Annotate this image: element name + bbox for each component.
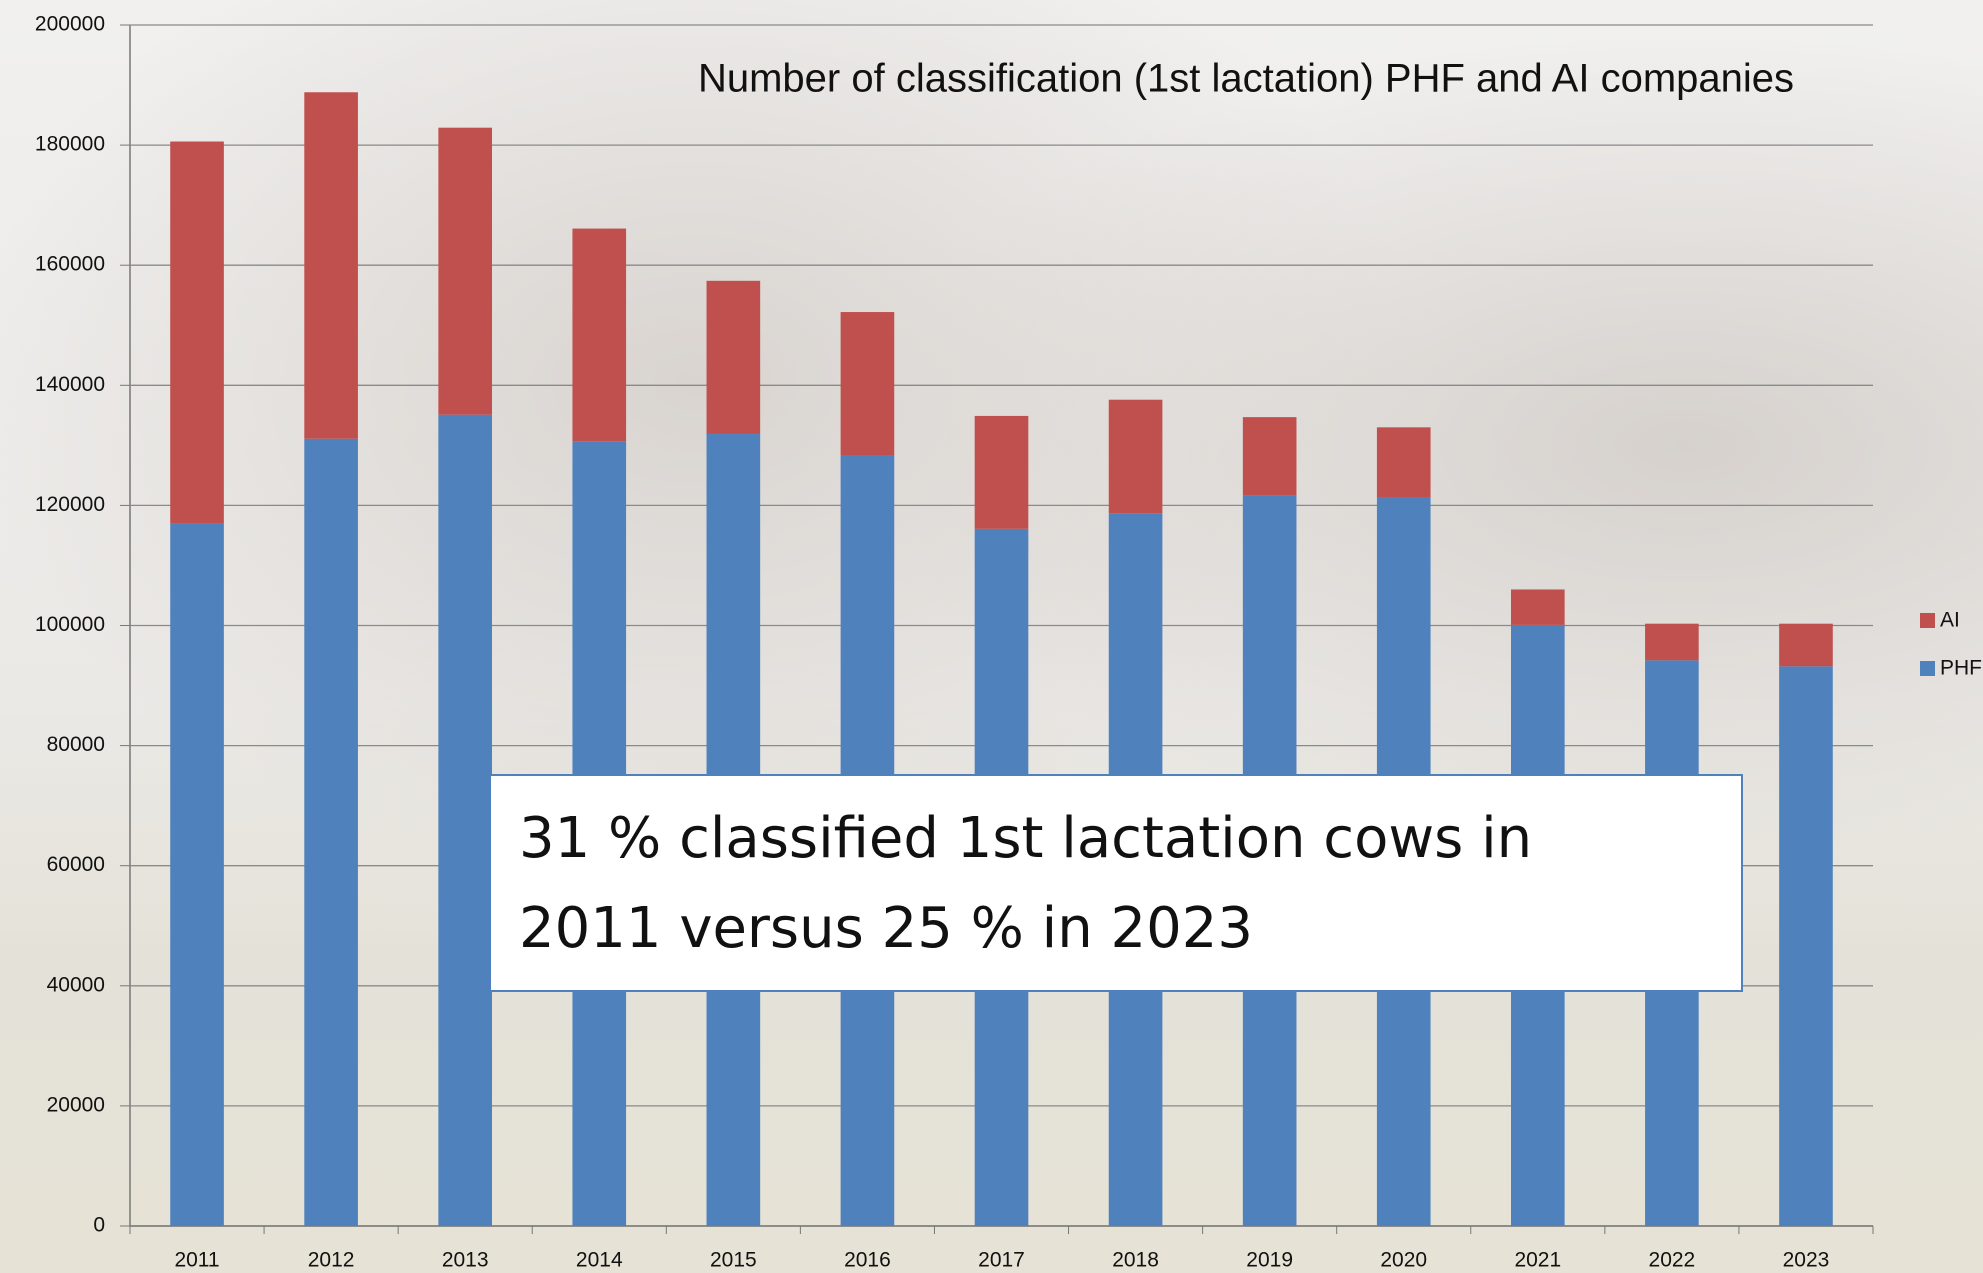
annotation-line: 2011 versus 25 % in 2023 — [519, 884, 1713, 974]
x-tick-label: 2020 — [1380, 1249, 1427, 1272]
y-tick-label: 120000 — [35, 493, 105, 516]
y-tick-label: 140000 — [35, 373, 105, 396]
x-tick-label: 2016 — [844, 1249, 891, 1272]
bar-segment — [1377, 427, 1431, 497]
x-tick-label: 2018 — [1112, 1249, 1159, 1272]
y-tick-label: 200000 — [35, 13, 105, 36]
bar-segment — [304, 92, 358, 438]
bar-segment — [841, 312, 895, 456]
bar-segment — [1109, 400, 1163, 513]
bar-segment — [170, 141, 224, 523]
y-tick-label: 40000 — [47, 973, 105, 996]
bar-segment — [1243, 417, 1297, 496]
x-tick-label: 2021 — [1514, 1249, 1561, 1272]
y-tick-label: 80000 — [47, 733, 105, 756]
chart: Number of classification (1st lactation)… — [0, 0, 1983, 1273]
bar-segment — [1779, 624, 1833, 667]
annotation-line: 31 % classified 1st lactation cows in — [519, 794, 1713, 884]
y-tick-label: 0 — [93, 1214, 105, 1237]
y-tick-label: 60000 — [47, 853, 105, 876]
x-tick-label: 2015 — [710, 1249, 757, 1272]
x-tick-label: 2013 — [442, 1249, 489, 1272]
y-tick-label: 100000 — [35, 613, 105, 636]
bar-segment — [1511, 589, 1565, 624]
legend-label: AI — [1940, 609, 1960, 632]
bar-segment — [1779, 666, 1833, 1226]
legend-swatch — [1920, 661, 1935, 676]
legend-label: PHF — [1940, 657, 1982, 680]
x-tick-label: 2017 — [978, 1249, 1025, 1272]
bar-segment — [707, 281, 761, 434]
y-tick-label: 20000 — [47, 1093, 105, 1116]
x-tick-label: 2012 — [308, 1249, 355, 1272]
chart-title: Number of classification (1st lactation)… — [698, 57, 1794, 101]
y-tick-label: 180000 — [35, 133, 105, 156]
y-tick-label: 160000 — [35, 253, 105, 276]
bar-segment — [572, 229, 626, 442]
bar-segment — [304, 439, 358, 1226]
x-tick-label: 2022 — [1649, 1249, 1696, 1272]
bar-segment — [1645, 624, 1699, 661]
x-tick-label: 2019 — [1246, 1249, 1293, 1272]
slide: Number of classification (1st lactation)… — [0, 0, 1983, 1273]
bar-segment — [170, 523, 224, 1226]
x-tick-label: 2011 — [174, 1249, 219, 1272]
bar-segment — [438, 415, 492, 1226]
bar-segment — [438, 128, 492, 415]
legend-swatch — [1920, 613, 1935, 628]
bar-segment — [975, 416, 1029, 529]
annotation-box: 31 % classified 1st lactation cows in 20… — [489, 774, 1743, 992]
x-tick-label: 2023 — [1783, 1249, 1830, 1272]
x-tick-label: 2014 — [576, 1249, 623, 1272]
